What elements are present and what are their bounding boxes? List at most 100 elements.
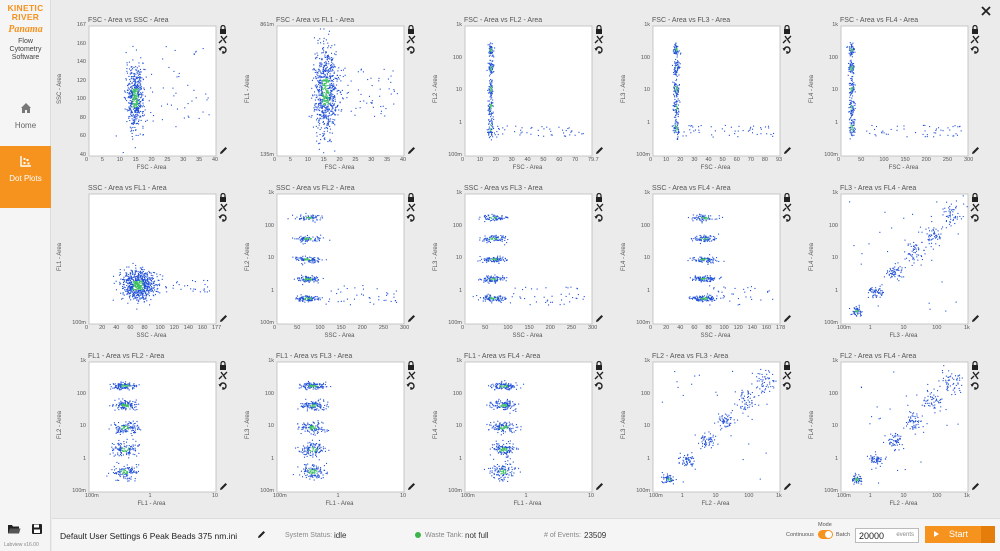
edit-gate-icon[interactable] xyxy=(219,482,228,491)
edit-gate-icon[interactable] xyxy=(783,146,792,155)
edit-gate-icon[interactable] xyxy=(971,482,980,491)
plot-area[interactable] xyxy=(840,361,969,493)
lock-icon[interactable] xyxy=(970,361,980,370)
undo-icon[interactable] xyxy=(594,45,604,54)
lock-icon[interactable] xyxy=(970,25,980,34)
zoom-tool-icon[interactable] xyxy=(594,371,604,380)
lock-icon[interactable] xyxy=(406,25,416,34)
edit-gate-icon[interactable] xyxy=(783,482,792,491)
zoom-tool-icon[interactable] xyxy=(970,203,980,212)
start-button[interactable]: Start xyxy=(925,526,995,543)
zoom-tool-icon[interactable] xyxy=(782,35,792,44)
lock-icon[interactable] xyxy=(782,361,792,370)
save-icon[interactable] xyxy=(30,523,44,535)
edit-gate-icon[interactable] xyxy=(407,482,416,491)
plot-area[interactable] xyxy=(276,193,405,325)
zoom-tool-icon[interactable] xyxy=(406,371,416,380)
plot-area[interactable] xyxy=(652,361,781,493)
plot-area[interactable] xyxy=(840,193,969,325)
start-button-dropdown[interactable] xyxy=(981,526,995,543)
edit-gate-icon[interactable] xyxy=(219,314,228,323)
zoom-tool-icon[interactable] xyxy=(970,35,980,44)
undo-icon[interactable] xyxy=(594,213,604,222)
waste-tank-label: Waste Tank: xyxy=(425,532,464,539)
zoom-tool-icon[interactable] xyxy=(594,203,604,212)
zoom-tool-icon[interactable] xyxy=(782,203,792,212)
x-tick-label: 100 xyxy=(879,157,889,163)
undo-icon[interactable] xyxy=(218,213,228,222)
batch-events-field[interactable]: events xyxy=(855,528,919,543)
undo-icon[interactable] xyxy=(406,381,416,390)
plot-area[interactable] xyxy=(88,25,217,157)
edit-gate-icon[interactable] xyxy=(595,314,604,323)
close-icon[interactable] xyxy=(980,5,992,17)
plot-area[interactable] xyxy=(464,361,593,493)
lock-icon[interactable] xyxy=(782,193,792,202)
zoom-tool-icon[interactable] xyxy=(218,35,228,44)
lock-icon[interactable] xyxy=(406,361,416,370)
plot-title: SSC - Area vs FL3 - Area xyxy=(464,185,543,192)
undo-icon[interactable] xyxy=(970,381,980,390)
undo-icon[interactable] xyxy=(406,213,416,222)
plot-area[interactable] xyxy=(464,25,593,157)
lock-icon[interactable] xyxy=(406,193,416,202)
undo-icon[interactable] xyxy=(218,45,228,54)
y-tick-label: 100m xyxy=(824,488,838,494)
undo-icon[interactable] xyxy=(218,381,228,390)
nav-home[interactable]: Home xyxy=(0,93,51,155)
edit-gate-icon[interactable] xyxy=(407,314,416,323)
mode-toggle[interactable] xyxy=(818,530,833,539)
plot-area[interactable] xyxy=(88,361,217,493)
x-tick-label: 140 xyxy=(183,325,193,331)
x-tick-label: 0 xyxy=(649,325,653,331)
events-count-value: 23509 xyxy=(584,531,607,540)
x-tick-label: 40 xyxy=(705,157,712,163)
edit-gate-icon[interactable] xyxy=(407,146,416,155)
undo-icon[interactable] xyxy=(970,45,980,54)
edit-settings-icon[interactable] xyxy=(257,530,266,539)
edit-gate-icon[interactable] xyxy=(971,314,980,323)
lock-icon[interactable] xyxy=(970,193,980,202)
plot-area[interactable] xyxy=(652,193,781,325)
zoom-tool-icon[interactable] xyxy=(218,371,228,380)
plot-area[interactable] xyxy=(840,25,969,157)
edit-gate-icon[interactable] xyxy=(595,146,604,155)
plot-area[interactable] xyxy=(652,25,781,157)
edit-gate-icon[interactable] xyxy=(219,146,228,155)
undo-icon[interactable] xyxy=(594,381,604,390)
zoom-tool-icon[interactable] xyxy=(594,35,604,44)
plot-toolbar xyxy=(782,361,794,391)
edit-gate-icon[interactable] xyxy=(783,314,792,323)
plot-toolbar xyxy=(594,25,606,55)
edit-gate-icon[interactable] xyxy=(595,482,604,491)
lock-icon[interactable] xyxy=(218,193,228,202)
zoom-tool-icon[interactable] xyxy=(782,371,792,380)
lock-icon[interactable] xyxy=(594,25,604,34)
lock-icon[interactable] xyxy=(594,193,604,202)
lock-icon[interactable] xyxy=(218,361,228,370)
plot-area[interactable] xyxy=(88,193,217,325)
plot-area[interactable] xyxy=(276,361,405,493)
dot-plot: FSC - Area vs FL1 - Area 861m 135m 0 5 10 15 20… xyxy=(240,0,423,171)
undo-icon[interactable] xyxy=(782,381,792,390)
zoom-tool-icon[interactable] xyxy=(218,203,228,212)
plot-area[interactable] xyxy=(276,25,405,157)
lock-icon[interactable] xyxy=(782,25,792,34)
undo-icon[interactable] xyxy=(782,213,792,222)
zoom-tool-icon[interactable] xyxy=(406,203,416,212)
nav-dot-plots[interactable]: Dot Plots xyxy=(0,146,51,208)
lock-icon[interactable] xyxy=(218,25,228,34)
zoom-tool-icon[interactable] xyxy=(406,35,416,44)
edit-gate-icon[interactable] xyxy=(971,146,980,155)
plot-area[interactable] xyxy=(464,193,593,325)
open-folder-icon[interactable] xyxy=(7,523,21,535)
dot-plot: FSC - Area vs FL2 - Area 1k 100 10 1 100m 0 10 2… xyxy=(428,0,611,171)
x-axis-label: FL1 - Area xyxy=(513,501,542,507)
undo-icon[interactable] xyxy=(970,213,980,222)
undo-icon[interactable] xyxy=(406,45,416,54)
batch-events-input[interactable] xyxy=(856,529,890,542)
x-axis-label: FSC - Area xyxy=(136,165,167,171)
undo-icon[interactable] xyxy=(782,45,792,54)
lock-icon[interactable] xyxy=(594,361,604,370)
zoom-tool-icon[interactable] xyxy=(970,371,980,380)
